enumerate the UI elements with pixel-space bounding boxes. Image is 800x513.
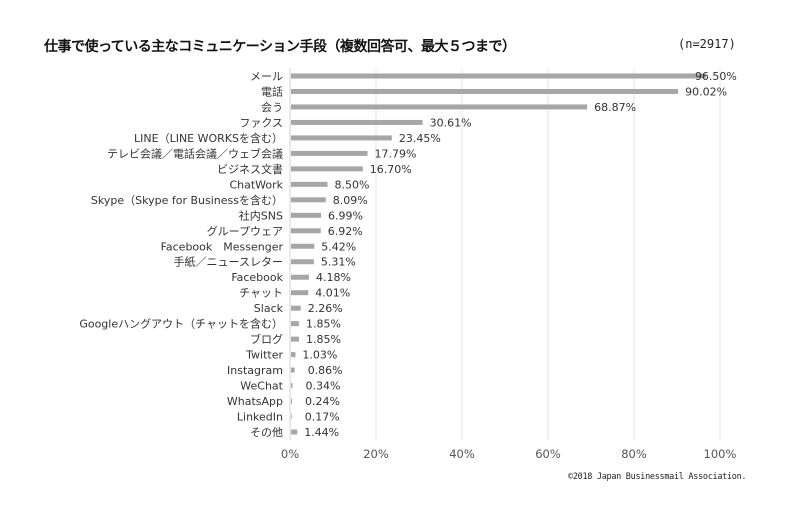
category-label: 手紙／ニュースレター xyxy=(174,255,283,269)
value-label: 0.17% xyxy=(305,411,340,424)
bar xyxy=(291,135,392,141)
value-label: 17.79% xyxy=(374,147,416,160)
bar xyxy=(291,243,315,249)
category-label: Facebook xyxy=(231,271,283,284)
value-label: 96.50% xyxy=(695,70,737,83)
copyright-credit: ©2018 Japan Businessmail Association. xyxy=(568,472,747,482)
category-label: テレビ会議／電話会議／ウェブ会議 xyxy=(107,146,283,160)
category-label: グループウェア xyxy=(207,224,283,238)
category-label: ブログ xyxy=(250,332,283,346)
value-label: 23.45% xyxy=(399,132,441,145)
category-label: Facebook Messenger xyxy=(161,240,284,253)
bar xyxy=(291,383,293,389)
sample-size: (n=2917) xyxy=(678,37,736,51)
category-label: WeChat xyxy=(240,380,283,393)
category-label: ファクス xyxy=(239,116,283,129)
category-label: Slack xyxy=(254,302,284,315)
category-label: 電話 xyxy=(261,84,283,98)
value-label: 6.92% xyxy=(328,225,363,238)
value-label: 30.61% xyxy=(430,116,472,129)
bar xyxy=(291,429,298,435)
value-label: 1.85% xyxy=(306,318,341,331)
value-label: 6.99% xyxy=(328,209,363,222)
x-tick-label: 100% xyxy=(704,447,737,461)
value-label: 16.70% xyxy=(370,163,412,176)
bar xyxy=(291,119,423,125)
category-label: 社内SNS xyxy=(239,208,283,222)
category-label: WhatsApp xyxy=(227,395,283,408)
x-tick-label: 20% xyxy=(363,447,389,461)
bar xyxy=(291,274,309,280)
value-label: 5.31% xyxy=(321,256,356,269)
bar xyxy=(291,305,301,311)
category-label: Instagram xyxy=(227,364,283,377)
category-label: メール xyxy=(250,70,283,83)
value-label: 1.44% xyxy=(304,426,339,439)
chart-title: 仕事で使っている主なコミュニケーション手段（複数回答可、最大５つまで） xyxy=(44,39,516,55)
value-label: 1.85% xyxy=(306,333,341,346)
category-label: LINE（LINE WORKSを含む） xyxy=(134,131,283,145)
x-tick-label: 60% xyxy=(535,447,561,461)
category-label: チャット xyxy=(239,287,283,300)
value-label: 4.01% xyxy=(315,287,350,300)
bar xyxy=(291,414,292,420)
x-tick-label: 0% xyxy=(281,447,299,461)
category-label: Googleハングアウト（チャットを含む） xyxy=(79,317,283,331)
bar xyxy=(291,197,326,203)
bar xyxy=(291,88,679,94)
bar xyxy=(291,73,706,79)
value-label: 0.86% xyxy=(308,364,343,377)
bar xyxy=(291,290,309,296)
bar xyxy=(291,181,328,187)
value-label: 90.02% xyxy=(685,85,727,98)
x-tick-label: 40% xyxy=(449,447,475,461)
bar xyxy=(291,166,363,172)
value-label: 68.87% xyxy=(594,101,636,114)
value-label: 5.42% xyxy=(321,240,356,253)
bar xyxy=(291,212,322,218)
value-label: 2.26% xyxy=(308,302,343,315)
bar xyxy=(291,228,321,234)
bar xyxy=(291,259,314,265)
category-label: Skype（Skype for Businessを含む） xyxy=(91,193,283,207)
x-tick-label: 80% xyxy=(621,447,647,461)
value-label: 4.18% xyxy=(316,271,351,284)
category-label: LinkedIn xyxy=(237,411,283,424)
bar xyxy=(291,398,293,404)
category-label: Twitter xyxy=(245,349,283,362)
value-label: 0.24% xyxy=(305,395,340,408)
category-label: ビジネス文書 xyxy=(217,162,283,176)
value-label: 8.50% xyxy=(335,178,370,191)
bar xyxy=(291,367,295,373)
category-label: 会う xyxy=(261,101,283,114)
bar xyxy=(291,104,588,110)
bar xyxy=(291,352,296,358)
category-label: その他 xyxy=(250,426,283,439)
value-label: 8.09% xyxy=(333,194,368,207)
value-label: 0.34% xyxy=(305,380,340,393)
value-label: 1.03% xyxy=(302,349,337,362)
bar xyxy=(291,321,299,327)
bar xyxy=(291,150,368,156)
bar xyxy=(291,336,299,342)
category-label: ChatWork xyxy=(229,178,283,191)
